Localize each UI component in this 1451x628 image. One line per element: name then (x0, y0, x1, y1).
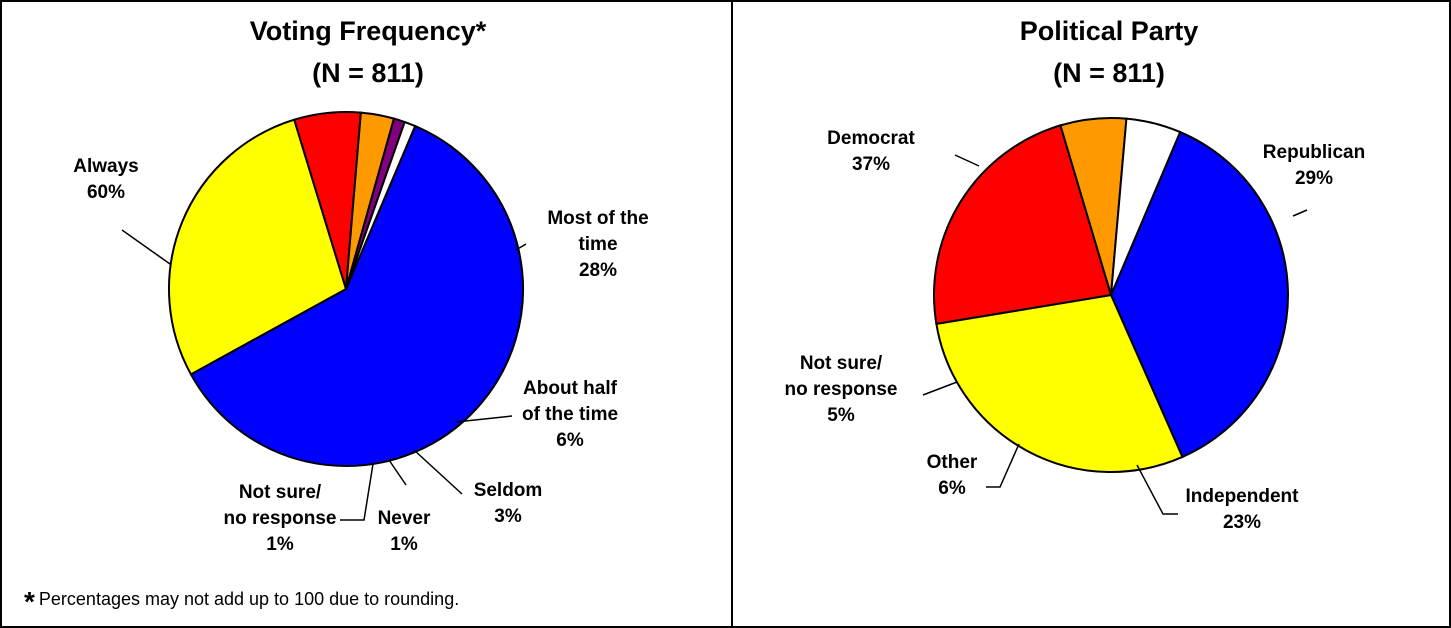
voting-frequency-panel: Voting Frequency* (N = 811) Always 60% Mos… (0, 0, 733, 628)
footnote-marker: * (24, 586, 35, 617)
slice-label-other: Other 6% (927, 452, 978, 499)
slice-category-label: Never (378, 508, 431, 529)
pie-slice-not-sure-no-response (1110, 117, 1182, 296)
slice-label-about-half-of-the-time: About half of the time 6% (522, 378, 618, 451)
leader-line-not-sure-no-response (340, 463, 374, 521)
slice-value-label: 5% (827, 405, 855, 426)
chart-title: Voting Frequency* (250, 16, 487, 46)
slice-value-label: 3% (494, 506, 522, 527)
leader-line-other (986, 443, 1020, 488)
slice-label-republican: Republican 29% (1263, 142, 1365, 189)
slice-label-never: Never 1% (378, 508, 431, 555)
leader-line-not-sure-no-response (922, 381, 958, 396)
chart-title: Political Party (1020, 16, 1199, 46)
political-party-panel: Political Party (N = 811) Democrat 37% Rep… (731, 0, 1451, 628)
slice-value-label: 1% (390, 534, 418, 555)
slice-value-label: 28% (579, 260, 617, 281)
slice-category-label: Not sure/ (239, 482, 322, 503)
slice-value-label: 6% (938, 478, 966, 499)
leader-line-republican (1292, 209, 1308, 217)
slice-value-label: 6% (556, 430, 584, 451)
slice-label-not-sure-no-response: Not sure/no response 5% (785, 353, 898, 426)
slice-value-label: 37% (852, 154, 890, 175)
chart-subtitle: (N = 811) (312, 58, 424, 88)
slice-category-label: no response (785, 379, 898, 400)
slice-value-label: 29% (1295, 168, 1333, 189)
leader-line-always (121, 229, 171, 265)
leader-line-most-of-the-time (515, 243, 527, 251)
slice-category-label: time (578, 234, 617, 255)
slice-label-always: Always 60% (73, 156, 138, 203)
slice-value-label: 60% (87, 182, 125, 203)
leader-line-independent (1136, 464, 1178, 515)
slice-category-label: Independent (1186, 486, 1300, 507)
slice-category-label: Other (927, 452, 978, 473)
slice-label-democrat: Democrat 37% (827, 128, 915, 175)
slice-label-most-of-the-time: Most of the time 28% (547, 208, 648, 281)
pie-slice-most-of-the-time (168, 118, 348, 376)
political-party-chart: Political Party (N = 811) Democrat 37% Rep… (785, 16, 1366, 533)
leader-line-about-half-of-the-time (455, 415, 513, 423)
slice-label-seldom: Seldom 3% (474, 480, 543, 527)
slice-value-label: 1% (266, 534, 294, 555)
slice-label-not-sure-no-response: Not sure/no response 1% (224, 482, 337, 555)
slice-category-label: Most of the (547, 208, 648, 229)
slice-category-label: Democrat (827, 128, 915, 149)
slice-category-label: Republican (1263, 142, 1365, 163)
chart-subtitle: (N = 811) (1053, 58, 1165, 88)
pie-slice-independent (933, 124, 1113, 326)
voting-frequency-chart: Voting Frequency* (N = 811) Always 60% Mos… (73, 16, 648, 555)
leader-line-democrat (954, 154, 980, 167)
pie-slice-not-sure-no-response (345, 120, 417, 290)
slice-category-label: Always (73, 156, 138, 177)
slice-category-label: of the time (522, 404, 618, 425)
slice-value-label: 23% (1223, 512, 1261, 533)
pie-slice-democrat (1109, 130, 1290, 459)
pie-slice-republican (935, 293, 1184, 473)
leader-line-never (388, 459, 407, 486)
slice-category-label: Not sure/ (800, 353, 883, 374)
pie-slice-always (189, 124, 524, 467)
footnote: * Percentages may not add up to 100 due t… (24, 586, 459, 618)
slice-category-label: About half (523, 378, 618, 399)
footnote-text: Percentages may not add up to 100 due to… (38, 589, 460, 609)
slice-category-label: Seldom (474, 480, 543, 501)
slice-label-independent: Independent 23% (1186, 486, 1300, 533)
slice-category-label: no response (224, 508, 337, 529)
leader-line-seldom (413, 449, 463, 495)
